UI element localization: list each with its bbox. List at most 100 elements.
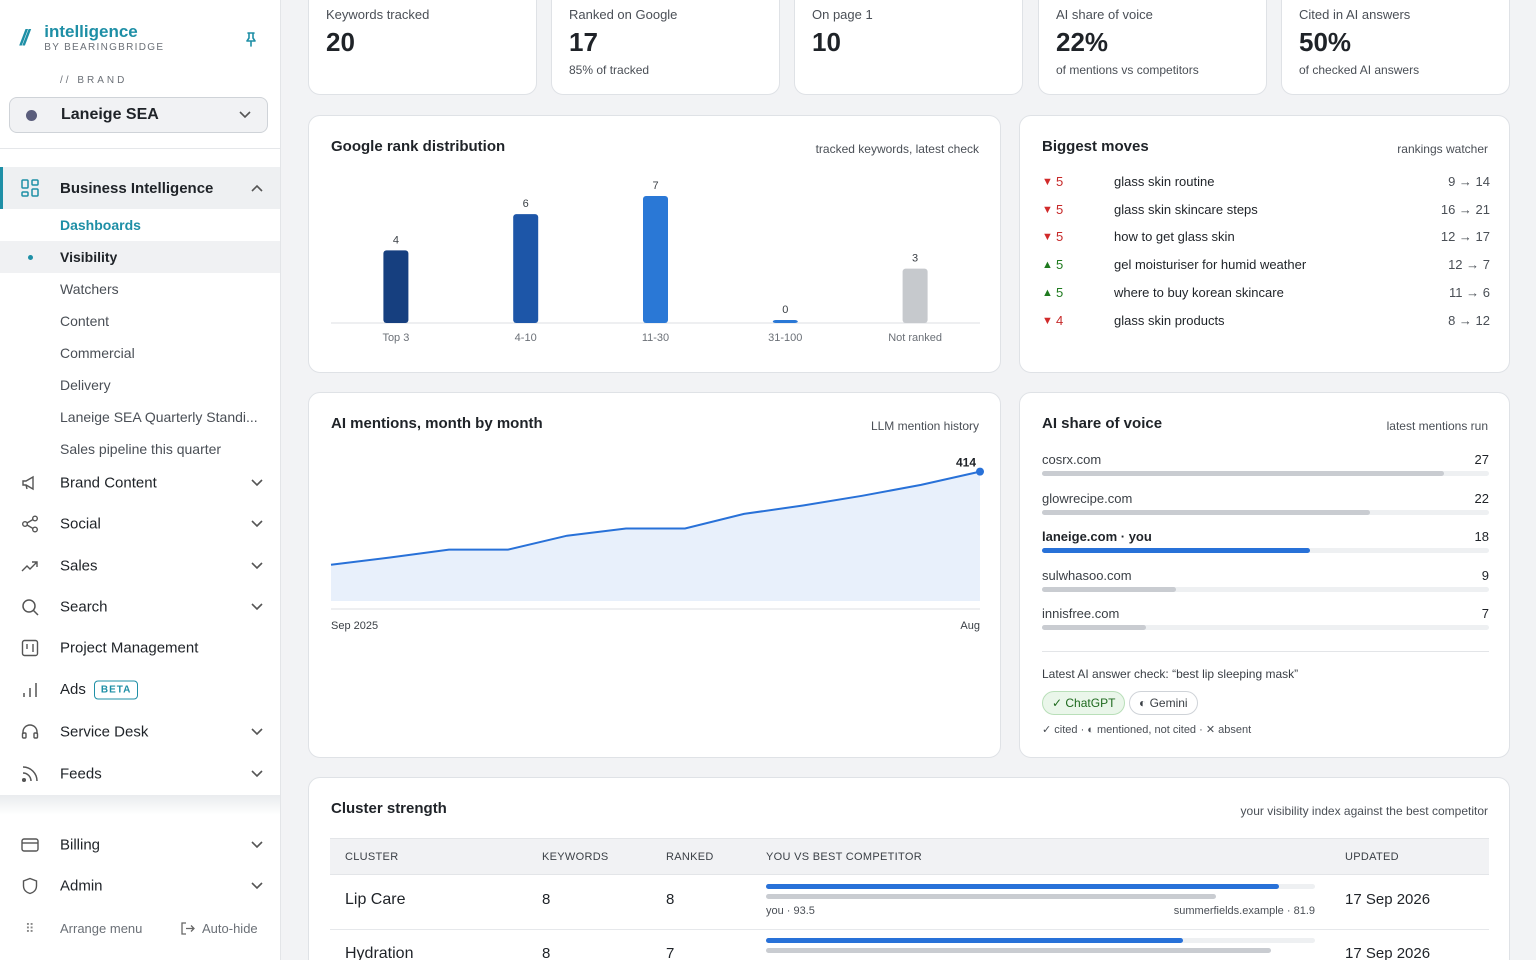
sub-item-delivery[interactable]: Delivery xyxy=(0,369,280,401)
sub-item-label: Sales pipeline this quarter xyxy=(60,441,222,457)
move-delta: 5 xyxy=(1056,257,1064,273)
move-range: 16 → 21 xyxy=(1440,201,1490,217)
column-header-you-vs-competitor[interactable]: YOU VS BEST COMPETITOR xyxy=(766,851,922,863)
move-row[interactable]: ▼ 5 how to get glass skin 12 → 17 xyxy=(1042,229,1490,249)
active-indicator xyxy=(0,167,3,209)
x-tick-label: 11-30 xyxy=(642,332,669,344)
sov-value: 7 xyxy=(1481,606,1489,621)
sub-item-content[interactable]: Content xyxy=(0,305,280,337)
nav-brand-content[interactable]: Brand Content xyxy=(0,463,280,503)
nav-billing[interactable]: Billing xyxy=(0,825,280,865)
megaphone-icon xyxy=(21,474,39,492)
nav-ads[interactable]: Ads BETA xyxy=(0,670,280,710)
active-dot-icon xyxy=(28,255,33,260)
ai-mentions-chart: 414 Sep 2025 Aug xyxy=(330,456,984,632)
table-row[interactable]: Lip Care 8 8 you · 93.5 summerfields.example… xyxy=(330,876,1489,930)
sub-item-quarterly-standing[interactable]: Laneige SEA Quarterly Standi... xyxy=(0,401,280,433)
move-range: 11 → 6 xyxy=(1449,284,1490,300)
sov-row: sulwhasoo.com 9 xyxy=(1042,568,1489,604)
move-delta: 5 xyxy=(1056,284,1064,300)
move-row[interactable]: ▼ 5 glass skin routine 9 → 14 xyxy=(1042,174,1490,194)
kpi-label: Cited in AI answers xyxy=(1299,7,1411,22)
card-meta: your visibility index against the best c… xyxy=(1240,804,1488,818)
brand-name: Laneige SEA xyxy=(61,106,159,123)
nav-business-intelligence[interactable]: Business Intelligence xyxy=(0,167,280,209)
card-meta: latest mentions run xyxy=(1386,419,1488,433)
nav-label: Feeds xyxy=(60,765,102,783)
auto-hide-button[interactable]: Auto-hide xyxy=(202,921,258,936)
column-header-cluster[interactable]: CLUSTER xyxy=(345,851,399,863)
card-title: Biggest moves xyxy=(1042,138,1149,155)
competitor-bar xyxy=(766,948,1272,953)
chevron-up-icon xyxy=(251,184,263,192)
sov-bar-track xyxy=(1042,586,1489,592)
logo[interactable]: // intelligence BY BEARINGBRIDGE xyxy=(20,22,164,53)
cluster-updated: 17 Sep 2026 xyxy=(1345,945,1431,960)
chevron-down-icon xyxy=(251,562,263,570)
nav-admin[interactable]: Admin xyxy=(0,866,280,906)
sub-item-sales-pipeline[interactable]: Sales pipeline this quarter xyxy=(0,433,280,465)
table-row[interactable]: Hydration 8 7 17 Sep 2026 xyxy=(330,930,1489,960)
arrange-menu-button[interactable]: Arrange menu xyxy=(60,921,143,936)
beta-badge: BETA xyxy=(93,680,139,700)
bar-value-label: 6 xyxy=(523,198,529,210)
x-tick-label: Not ranked xyxy=(888,332,942,344)
divider xyxy=(1042,651,1489,652)
kpi-card-ranked-on-google: Ranked on Google 17 85% of tracked xyxy=(551,0,780,95)
citation-legend: ✓ cited · ◐ mentioned, not cited · ✕ abs… xyxy=(1042,724,1252,736)
chevron-down-icon xyxy=(251,520,263,528)
share-icon xyxy=(21,515,39,533)
column-header-keywords[interactable]: KEYWORDS xyxy=(542,851,609,863)
cluster-ranked: 8 xyxy=(666,891,675,908)
column-header-updated[interactable]: UPDATED xyxy=(1345,851,1399,863)
bar-value-label: 7 xyxy=(652,180,658,192)
sub-item-dashboards[interactable]: Dashboards xyxy=(0,209,280,241)
sov-bar-fill xyxy=(1042,471,1445,476)
kpi-card-on-page-1: On page 1 10 xyxy=(794,0,1023,95)
sub-item-visibility[interactable]: Visibility xyxy=(0,241,280,273)
nav-project-management[interactable]: Project Management xyxy=(0,628,280,668)
rss-icon xyxy=(21,765,39,783)
move-row[interactable]: ▼ 5 glass skin skincare steps 16 → 21 xyxy=(1042,202,1490,222)
move-keyword: where to buy korean skincare xyxy=(1114,284,1284,300)
bar-value-label: 3 xyxy=(912,253,918,265)
nav: Business Intelligence Dashboards Visibil… xyxy=(0,167,280,465)
sub-item-watchers[interactable]: Watchers xyxy=(0,273,280,305)
nav-label: Service Desk xyxy=(60,723,149,741)
sov-bar-fill xyxy=(1042,509,1370,515)
sub-item-commercial[interactable]: Commercial xyxy=(0,337,280,369)
move-row[interactable]: ▲ 5 gel moisturiser for humid weather 12 → … xyxy=(1042,257,1490,277)
chevron-down-icon xyxy=(251,770,263,778)
move-row[interactable]: ▼ 4 glass skin products 8 → 12 xyxy=(1042,313,1490,333)
brand-select[interactable]: Laneige SEA xyxy=(9,97,268,133)
gemini-mentioned-pill[interactable]: ◐ Gemini xyxy=(1129,691,1198,715)
kpi-card-keywords-tracked: Keywords tracked 20 xyxy=(308,0,537,95)
move-keyword: glass skin routine xyxy=(1114,174,1215,189)
nav-feeds[interactable]: Feeds xyxy=(0,754,280,794)
nav-label: Social xyxy=(60,515,101,533)
exit-icon xyxy=(180,921,195,936)
card-title: Google rank distribution xyxy=(331,138,506,155)
trending-up-icon xyxy=(21,557,39,575)
nav-sales[interactable]: Sales xyxy=(0,546,280,586)
drag-handle-icon[interactable]: ⠿ xyxy=(25,921,35,936)
chevron-down-icon xyxy=(251,603,263,611)
column-header-ranked[interactable]: RANKED xyxy=(666,851,714,863)
card-title: Cluster strength xyxy=(331,800,447,817)
nav-label: Business Intelligence xyxy=(60,179,214,197)
scroll-shadow xyxy=(0,795,280,815)
move-row[interactable]: ▲ 5 where to buy korean skincare 11 → 6 xyxy=(1042,285,1490,305)
chatgpt-cited-pill[interactable]: ✓ ChatGPT xyxy=(1042,691,1126,715)
arrow-up-icon: ▲ xyxy=(1042,286,1053,299)
cluster-name: Lip Care xyxy=(345,891,406,908)
pin-icon[interactable] xyxy=(243,31,259,47)
kpi-card-ai-share-of-voice: AI share of voice 22% of mentions vs com… xyxy=(1038,0,1267,95)
bar xyxy=(513,214,539,323)
kpi-sub: of checked AI answers xyxy=(1299,63,1420,77)
shield-icon xyxy=(21,877,39,895)
nav-search[interactable]: Search xyxy=(0,587,280,627)
nav-social[interactable]: Social xyxy=(0,504,280,544)
arrow-down-icon: ▼ xyxy=(1042,314,1053,327)
move-delta: 5 xyxy=(1056,229,1064,245)
nav-service-desk[interactable]: Service Desk xyxy=(0,712,280,752)
